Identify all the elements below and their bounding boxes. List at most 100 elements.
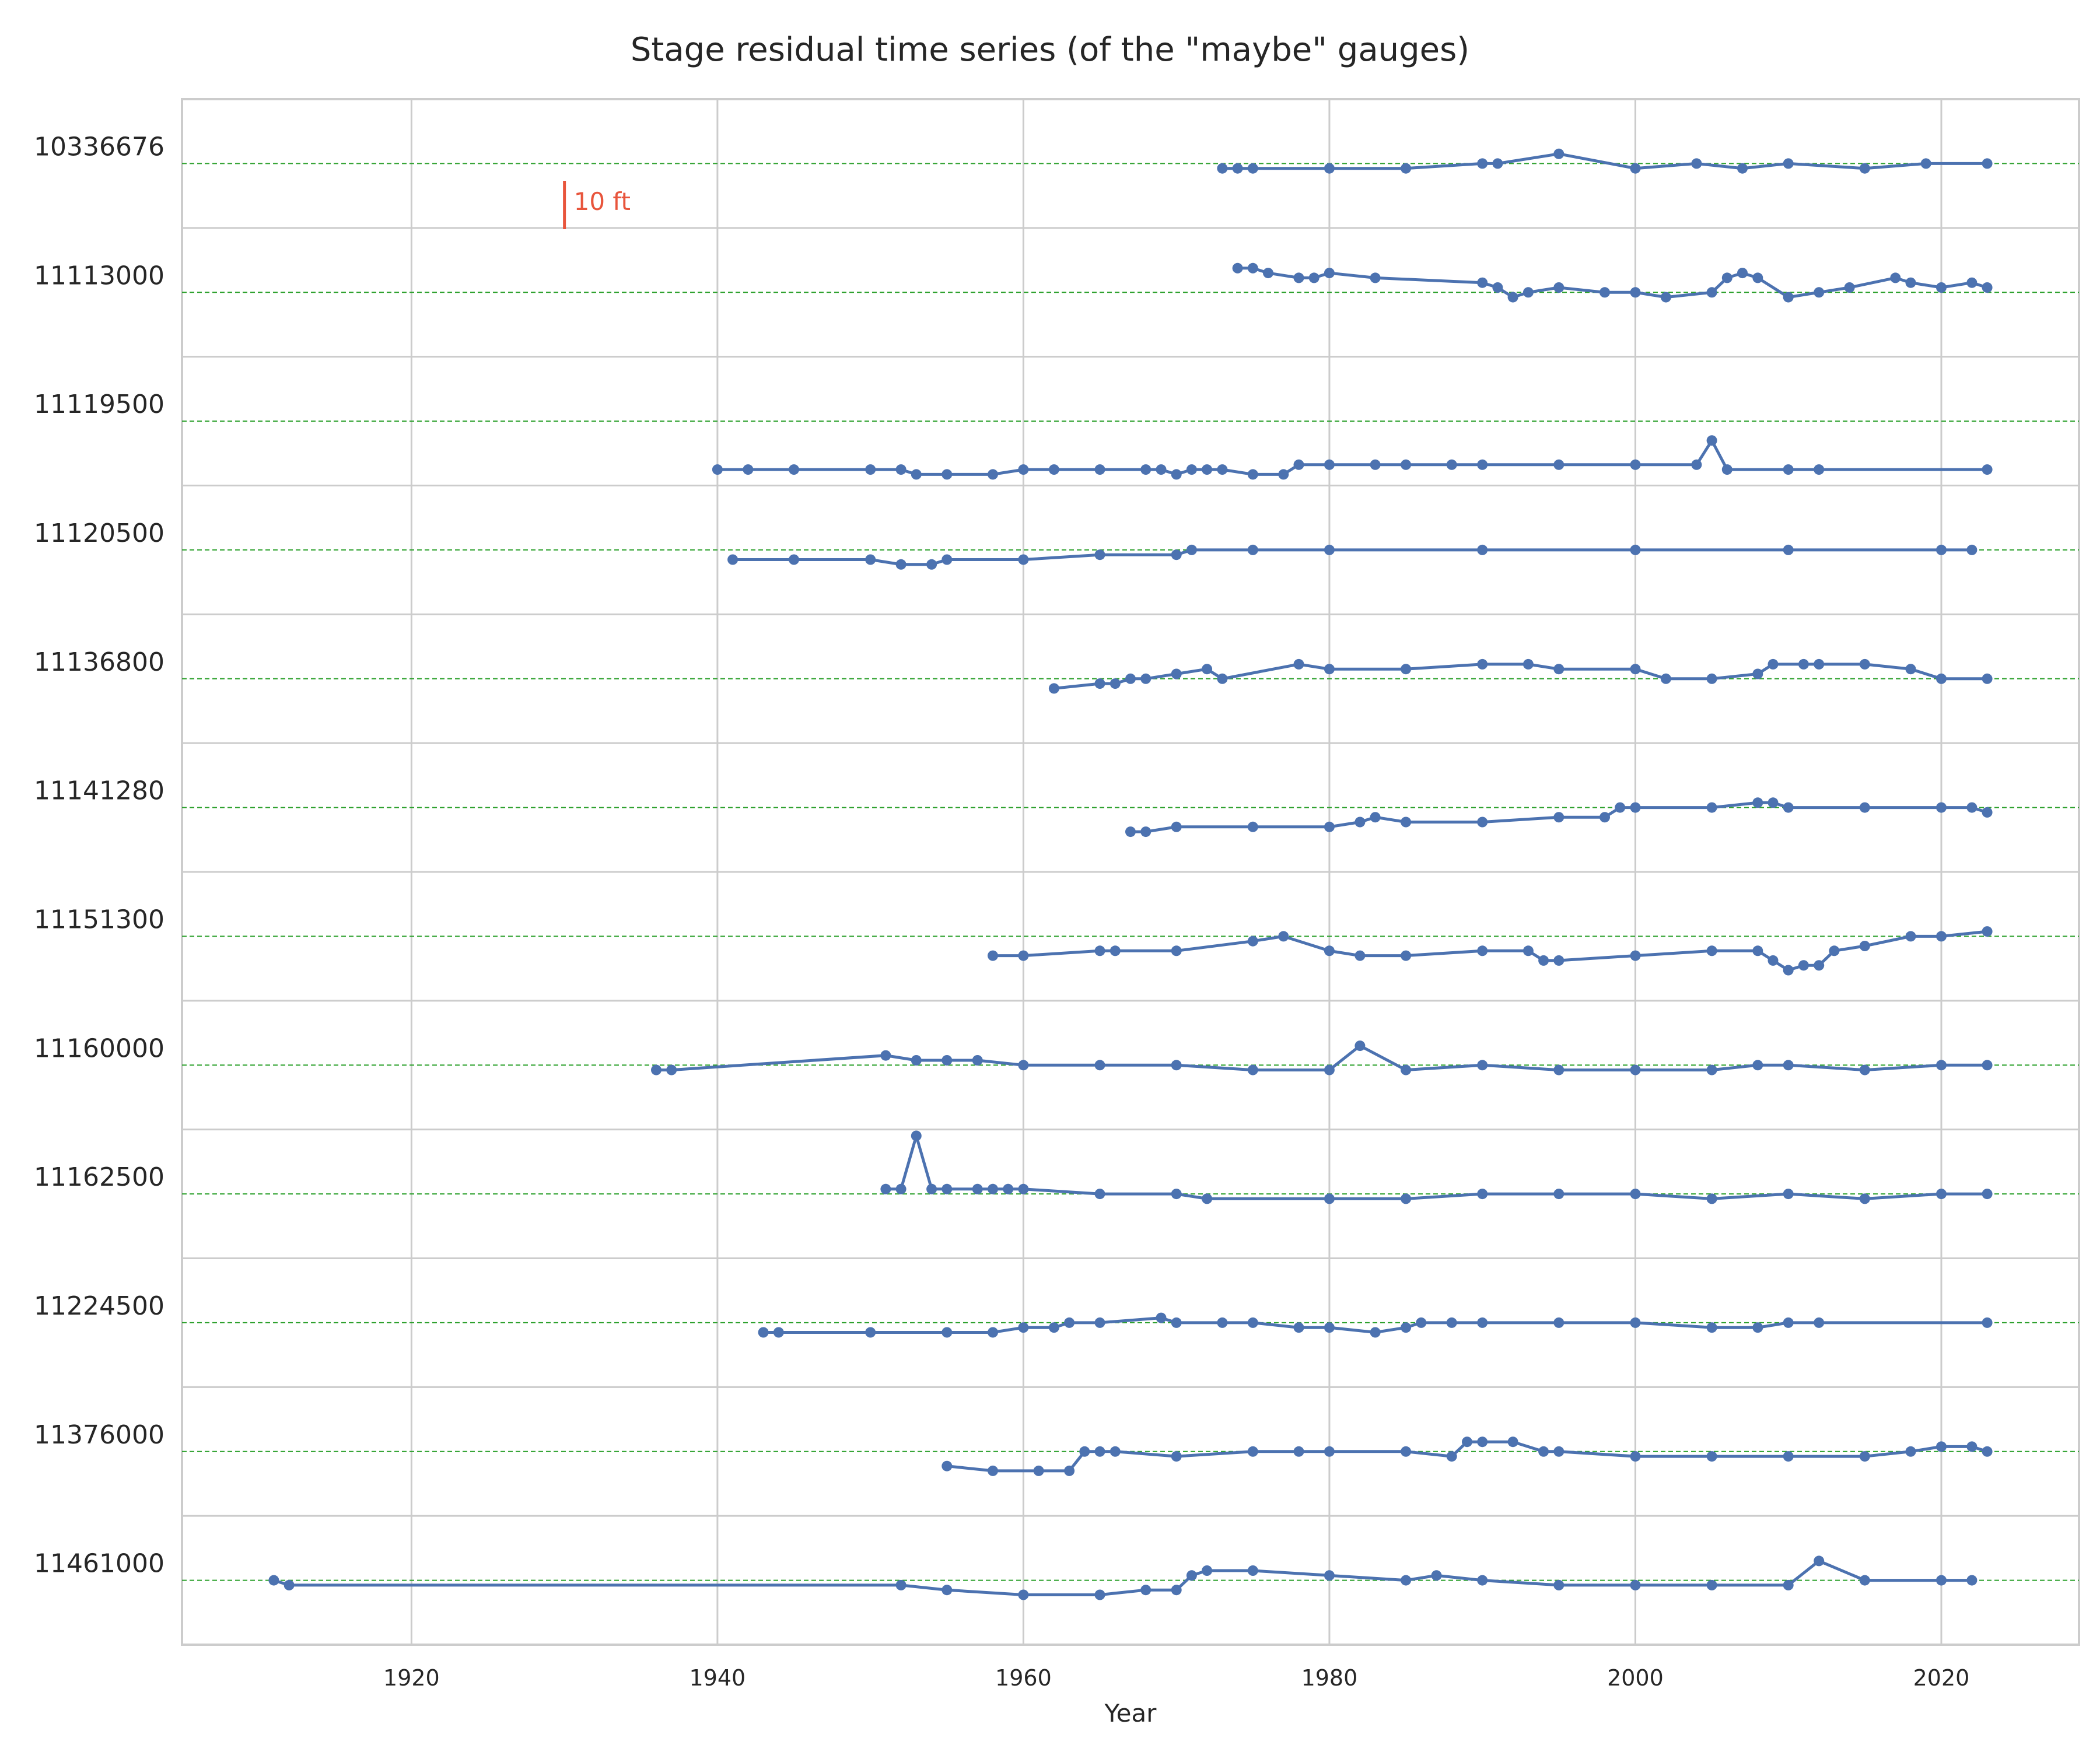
- data-point: [1247, 262, 1258, 274]
- data-point: [1278, 469, 1289, 480]
- data-point: [1477, 1575, 1488, 1586]
- data-point: [1982, 1060, 1993, 1071]
- data-point: [1354, 1040, 1366, 1052]
- data-point: [1401, 1575, 1412, 1586]
- data-point: [1217, 1317, 1228, 1328]
- data-point: [1462, 1436, 1472, 1448]
- data-point: [1920, 158, 1931, 169]
- data-point: [1048, 683, 1059, 694]
- series-11162500: 11162500: [34, 1130, 2079, 1204]
- data-point: [1324, 459, 1335, 470]
- data-point: [1171, 1451, 1182, 1462]
- data-point: [1401, 163, 1412, 174]
- data-point: [284, 1579, 295, 1590]
- grid-layer: [181, 98, 2080, 1646]
- data-point: [1982, 1446, 1993, 1457]
- data-point: [1156, 464, 1167, 475]
- data-point: [1048, 1322, 1059, 1333]
- data-point: [1048, 464, 1059, 475]
- data-point: [988, 1183, 998, 1194]
- series-11151300: 11151300: [34, 905, 2079, 976]
- data-point: [1706, 1579, 1717, 1590]
- gauge-label: 11162500: [34, 1162, 164, 1192]
- data-point: [1247, 1446, 1258, 1457]
- data-point: [1966, 1575, 1978, 1586]
- data-point: [1859, 1575, 1870, 1586]
- x-tick-label: 2020: [1913, 1665, 1970, 1691]
- gauge-label: 11376000: [34, 1420, 164, 1450]
- data-point: [1324, 1446, 1335, 1457]
- data-point: [1018, 1589, 1029, 1600]
- data-point: [1553, 664, 1564, 675]
- data-point: [666, 1064, 677, 1075]
- data-point: [727, 554, 738, 565]
- data-point: [988, 950, 998, 961]
- gauge-label: 11136800: [34, 647, 164, 677]
- gauge-label: 11119500: [34, 390, 164, 419]
- data-point: [1936, 802, 1947, 813]
- data-point: [1171, 469, 1182, 480]
- data-point: [1094, 678, 1105, 689]
- data-point: [1507, 1436, 1518, 1448]
- data-point: [268, 1575, 279, 1586]
- data-point: [1982, 807, 1993, 818]
- data-point: [1018, 950, 1029, 961]
- data-point: [1982, 673, 1993, 684]
- data-point: [942, 1327, 953, 1338]
- data-point: [1737, 268, 1748, 279]
- data-point: [1202, 664, 1213, 675]
- data-point: [1538, 1446, 1549, 1457]
- data-point: [1660, 292, 1671, 303]
- data-point: [1721, 272, 1732, 283]
- data-point: [1936, 1060, 1947, 1071]
- data-point: [1721, 464, 1732, 475]
- data-point: [1706, 435, 1717, 446]
- data-point: [1171, 1585, 1182, 1596]
- data-point: [1553, 1579, 1564, 1590]
- data-point: [1370, 1327, 1381, 1338]
- data-point: [1446, 1317, 1457, 1328]
- data-point: [1217, 464, 1228, 475]
- data-point: [1630, 459, 1641, 470]
- data-point: [895, 464, 907, 475]
- data-point: [1018, 464, 1029, 475]
- data-point: [1936, 1575, 1947, 1586]
- data-point: [1293, 459, 1304, 470]
- data-point: [1018, 1183, 1029, 1194]
- chart-title: Stage residual time series (of the "mayb…: [631, 31, 1469, 69]
- data-point: [1553, 282, 1564, 293]
- series-11461000: 11461000: [34, 1549, 2079, 1600]
- data-point: [1660, 673, 1671, 684]
- data-point: [1966, 277, 1978, 288]
- data-point: [1094, 1317, 1105, 1328]
- data-point: [895, 559, 907, 570]
- data-point: [1354, 950, 1366, 961]
- data-point: [1171, 549, 1182, 560]
- data-point: [1401, 664, 1412, 675]
- data-point: [1278, 931, 1289, 942]
- data-point: [1094, 549, 1105, 560]
- data-point: [789, 464, 799, 475]
- data-point: [1110, 945, 1121, 956]
- data-point: [1905, 931, 1916, 942]
- data-point: [1553, 459, 1564, 470]
- gauge-label: 10336676: [34, 132, 164, 162]
- data-point: [1171, 821, 1182, 832]
- data-point: [1706, 1064, 1717, 1075]
- data-point: [1936, 1441, 1947, 1452]
- data-point: [1752, 945, 1763, 956]
- data-point: [1553, 1064, 1564, 1075]
- data-point: [1263, 268, 1273, 279]
- data-point: [880, 1183, 891, 1194]
- gauge-label: 11151300: [34, 905, 164, 934]
- data-point: [1156, 1312, 1167, 1323]
- data-point: [1982, 282, 1993, 293]
- data-point: [1783, 965, 1794, 976]
- gauge-label: 11120500: [34, 518, 164, 548]
- plot-layer: 10336676 11113000 11119500 11120500 11136800…: [34, 132, 2079, 1600]
- data-point: [1752, 1060, 1763, 1071]
- data-point: [1324, 544, 1335, 555]
- data-point: [865, 464, 876, 475]
- data-point: [1416, 1317, 1427, 1328]
- series-line: [886, 1130, 1987, 1200]
